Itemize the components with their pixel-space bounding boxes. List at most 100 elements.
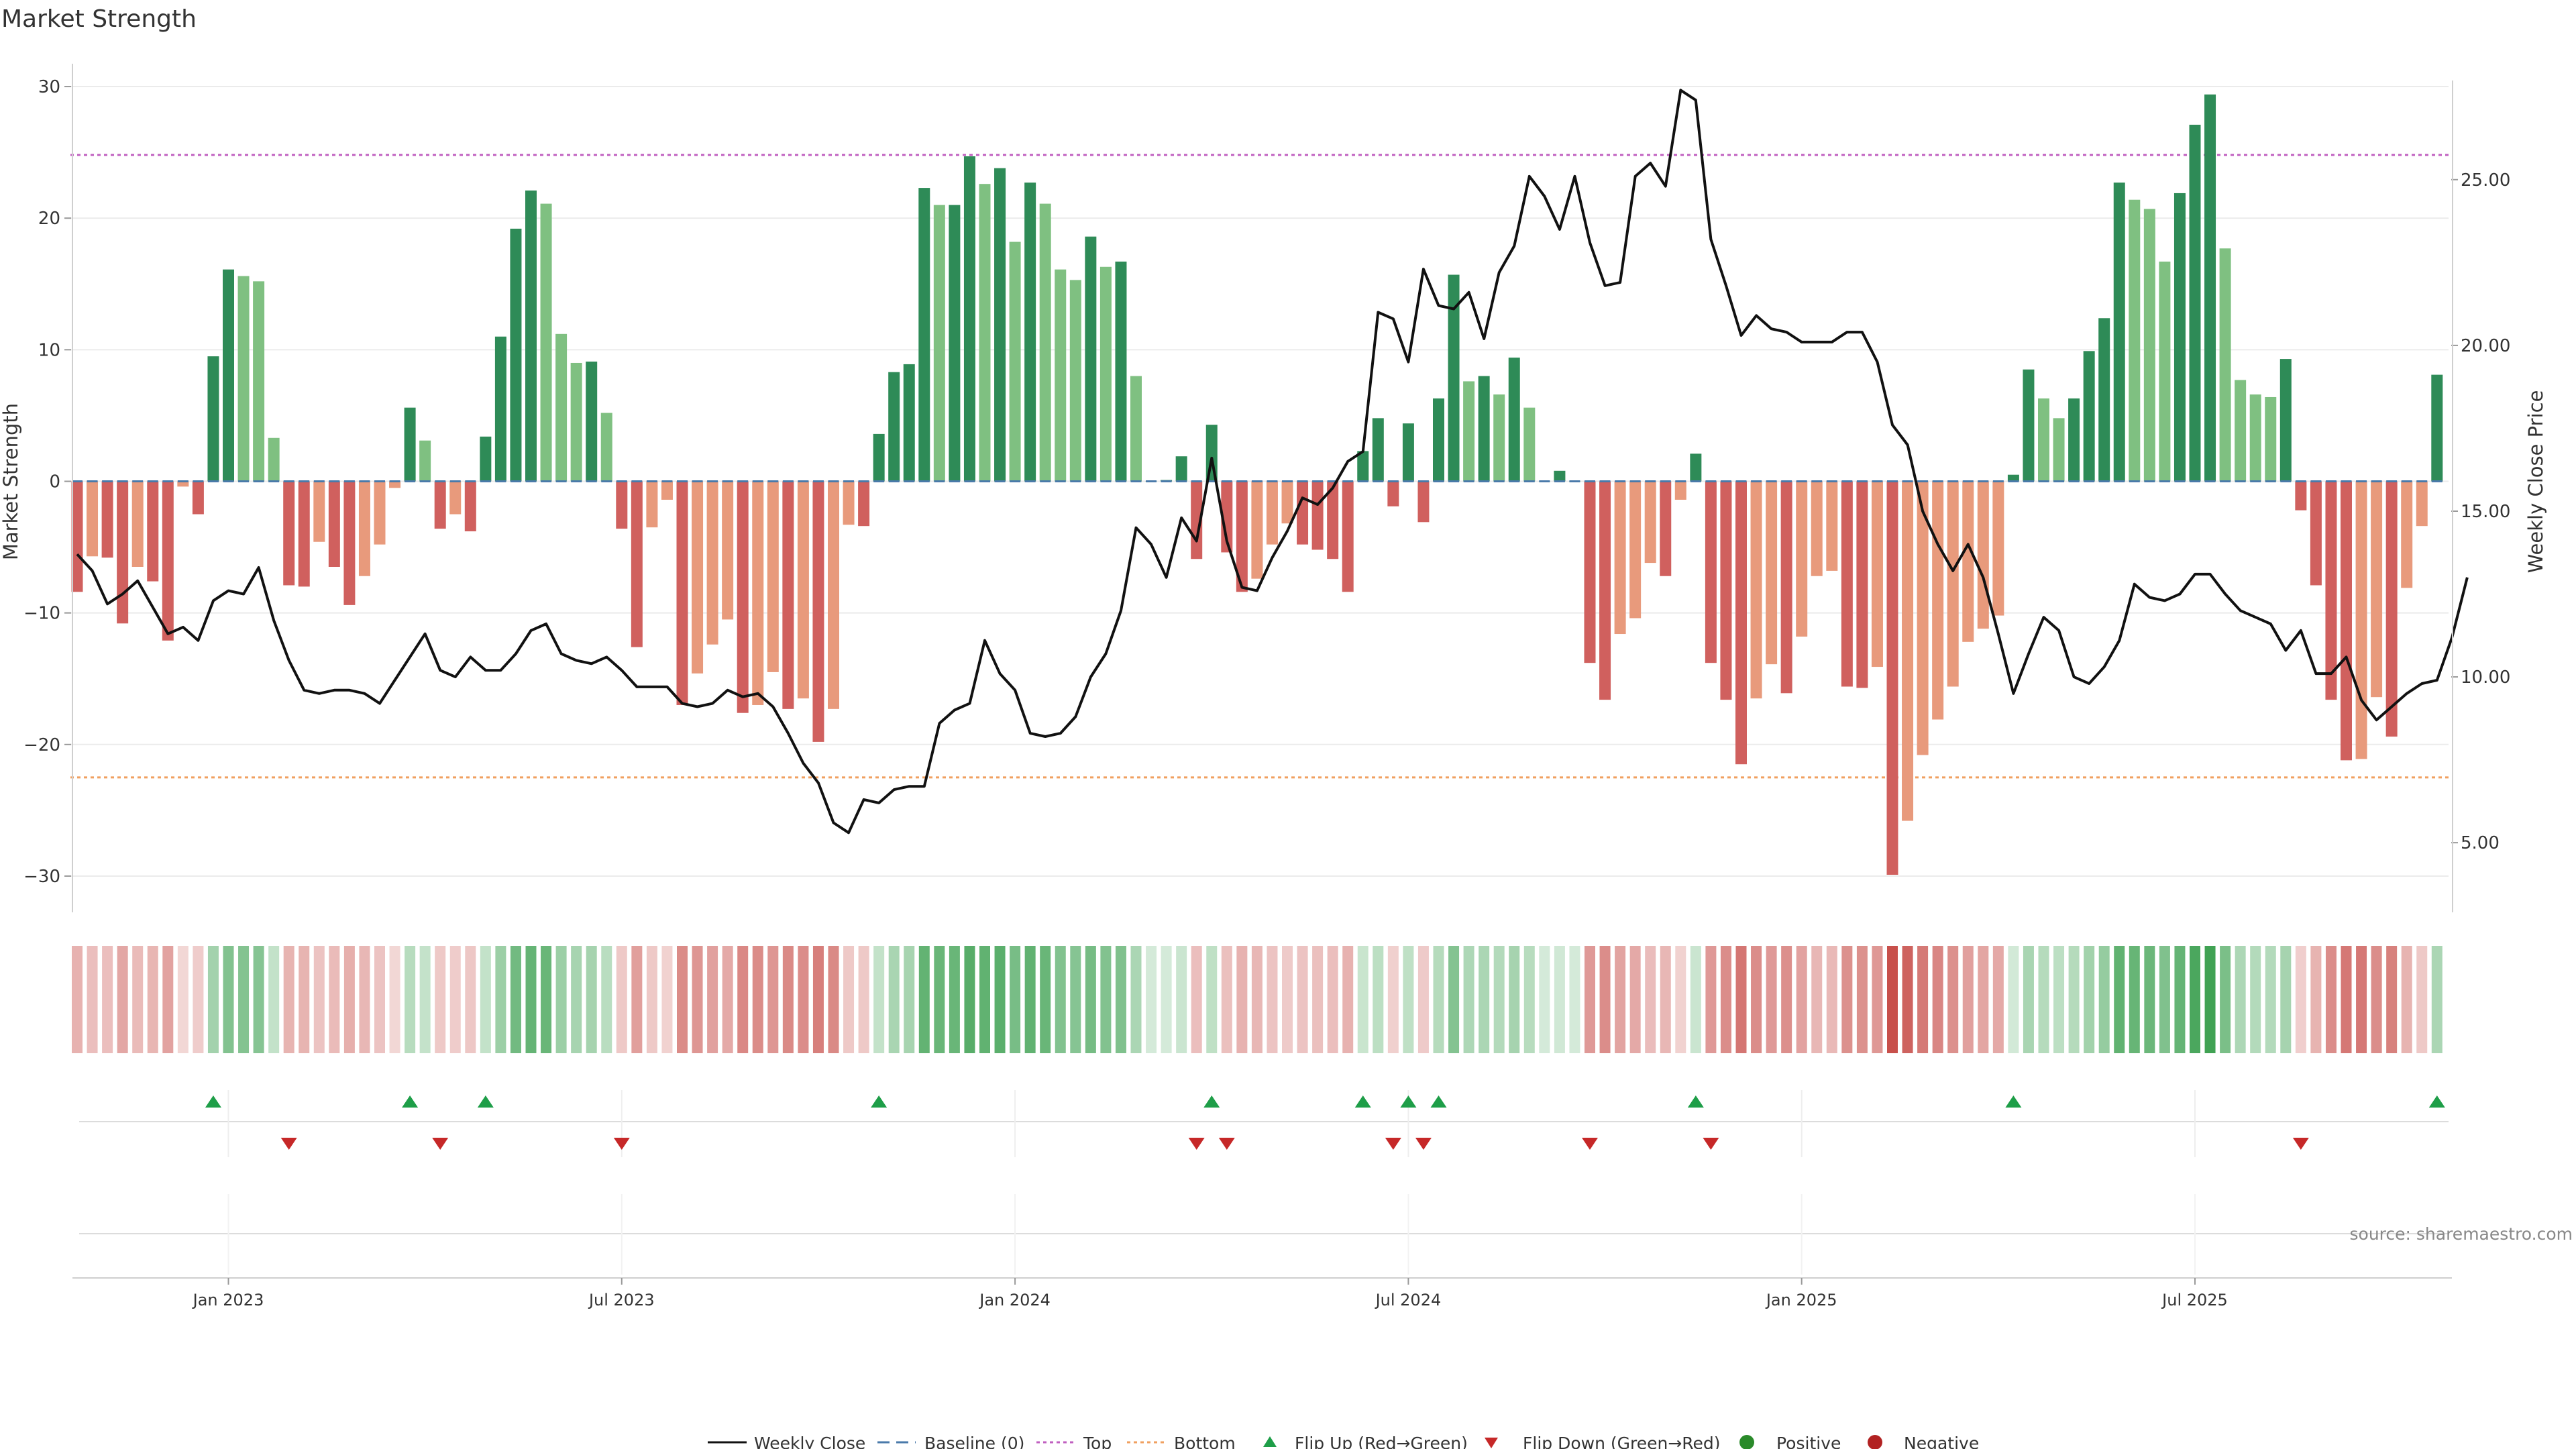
heat-cell <box>510 946 521 1053</box>
heat-cell <box>586 946 597 1053</box>
strength-bar <box>2265 396 2277 482</box>
strength-bar <box>253 281 265 482</box>
strength-bar <box>933 205 945 482</box>
heat-cell <box>253 946 264 1053</box>
strength-bar <box>2038 398 2049 482</box>
heat-cell <box>798 946 809 1053</box>
heat-cell <box>2144 946 2155 1053</box>
weekly-close-line <box>76 89 2469 835</box>
strength-bar <box>389 481 401 488</box>
strength-bar <box>2249 394 2261 482</box>
heat-cell <box>1554 946 1565 1053</box>
left-tick-label: −10 <box>23 604 60 624</box>
strength-bar <box>1009 241 1021 482</box>
heat-cell <box>1327 946 1338 1053</box>
strength-bar <box>1811 481 1823 576</box>
strength-bar <box>2068 398 2080 482</box>
strength-bar <box>1690 453 1702 482</box>
strength-bar <box>692 481 704 674</box>
heat-cell <box>1161 946 1172 1053</box>
right-axis: 25.00 20.00 15.00 10.00 5.00 <box>2451 80 2510 912</box>
strength-bar <box>616 481 628 529</box>
heat-cell <box>435 946 446 1053</box>
heat-cell <box>2265 946 2276 1053</box>
heat-cell <box>2129 946 2140 1053</box>
strength-heat-strip <box>72 946 2443 1053</box>
strength-bar <box>1478 376 1490 482</box>
heat-cell <box>1342 946 1354 1053</box>
heat-cell <box>541 946 552 1053</box>
legend-positive: Positive <box>1739 1434 1841 1449</box>
strength-bar <box>237 276 250 482</box>
heat-cell <box>405 946 416 1053</box>
heat-cell <box>1962 946 1974 1053</box>
strength-bar <box>313 481 325 542</box>
heat-cell <box>1010 946 1021 1053</box>
flip-down-marker <box>2292 1138 2309 1150</box>
strength-bar <box>767 481 779 672</box>
heat-cell <box>1403 946 1414 1053</box>
heat-cell <box>843 946 855 1053</box>
strength-bar <box>1191 481 1203 559</box>
strength-bar <box>2159 261 2171 482</box>
x-axis: Jan 2023 Jul 2023 Jan 2024 Jul 2024 Jan 2025… <box>72 1277 2452 1309</box>
strength-bar <box>2007 474 2019 482</box>
strength-bar <box>1826 481 1838 571</box>
strength-bar <box>2023 369 2035 482</box>
heat-cell <box>1766 946 1777 1053</box>
heat-cell <box>1251 946 1263 1053</box>
chart-title: Market Strength <box>1 5 197 33</box>
strength-bar <box>858 481 870 527</box>
heat-cell <box>1569 946 1580 1053</box>
heat-cell <box>1811 946 1823 1053</box>
strength-bar <box>2204 94 2216 482</box>
strength-bar <box>434 481 446 529</box>
heat-cell <box>571 946 582 1053</box>
heat-cell <box>207 946 219 1053</box>
strength-bar <box>979 184 991 482</box>
heat-cell <box>313 946 325 1053</box>
heat-cell <box>2250 946 2261 1053</box>
heat-cell <box>949 946 960 1053</box>
flip-up-marker <box>477 1095 494 1108</box>
heat-cell <box>1599 946 1611 1053</box>
heat-cell <box>873 946 885 1053</box>
heat-cell <box>828 946 839 1053</box>
heat-cell <box>72 946 83 1053</box>
strength-bar <box>131 481 144 567</box>
flip-down-marker <box>1385 1138 1401 1150</box>
heat-cell <box>2159 946 2170 1053</box>
heat-cell <box>2280 946 2292 1053</box>
strength-bar <box>1433 398 1444 482</box>
strength-bar <box>1614 481 1626 635</box>
heat-cell <box>1479 946 1490 1053</box>
left-axis-label: Market Strength <box>0 403 22 560</box>
heat-cell <box>1978 946 1989 1053</box>
strength-bar <box>2219 248 2231 482</box>
legend-bottom: Bottom <box>1127 1434 1236 1449</box>
strength-bar <box>737 481 749 713</box>
strength-bar <box>782 481 794 709</box>
left-tick-label: 20 <box>38 209 60 229</box>
heat-cell <box>2098 946 2110 1053</box>
heat-cell <box>918 946 930 1053</box>
heat-cell <box>2341 946 2352 1053</box>
svg-text:Flip Down (Green→Red): Flip Down (Green→Red) <box>1523 1434 1721 1449</box>
heat-cell <box>268 946 280 1053</box>
strength-bar <box>162 481 174 641</box>
heat-cell <box>132 946 144 1053</box>
heat-cell <box>177 946 189 1053</box>
legend-top: Top <box>1036 1434 1112 1449</box>
strength-bar <box>676 481 688 705</box>
heat-cell <box>1690 946 1701 1053</box>
strength-bar <box>419 440 431 482</box>
heat-cell <box>1024 946 1036 1053</box>
flip-up-marker <box>1400 1095 1417 1108</box>
strength-bar <box>1947 481 1959 687</box>
strength-bar <box>1660 481 1672 576</box>
heat-cell <box>299 946 310 1053</box>
strength-bar <box>1357 451 1369 482</box>
flip-up-marker <box>1354 1095 1371 1108</box>
heat-cell <box>87 946 98 1053</box>
